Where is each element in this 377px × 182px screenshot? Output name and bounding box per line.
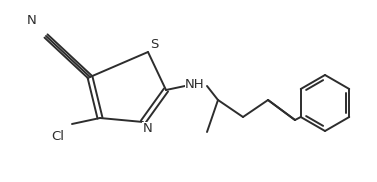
Text: N: N bbox=[143, 122, 153, 136]
Text: S: S bbox=[150, 39, 158, 52]
Text: N: N bbox=[27, 13, 37, 27]
Text: NH: NH bbox=[185, 78, 205, 90]
Text: Cl: Cl bbox=[52, 130, 64, 143]
